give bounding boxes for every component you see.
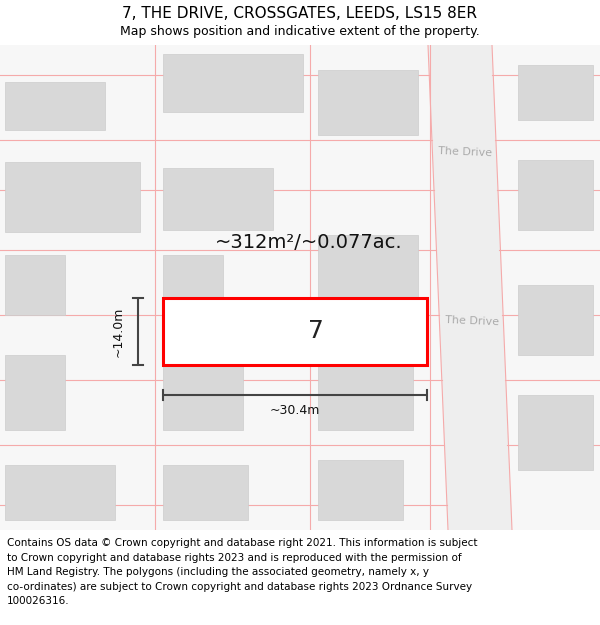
Bar <box>5 82 105 130</box>
Bar <box>163 298 427 365</box>
Bar <box>163 465 248 520</box>
Text: to Crown copyright and database rights 2023 and is reproduced with the permissio: to Crown copyright and database rights 2… <box>7 552 462 562</box>
Bar <box>5 255 65 315</box>
Bar <box>318 350 413 430</box>
Bar <box>318 70 418 135</box>
Text: co-ordinates) are subject to Crown copyright and database rights 2023 Ordnance S: co-ordinates) are subject to Crown copyr… <box>7 582 472 592</box>
Bar <box>163 360 243 430</box>
Text: ~30.4m: ~30.4m <box>270 404 320 418</box>
Text: 100026316.: 100026316. <box>7 596 70 606</box>
Bar <box>518 285 593 355</box>
Bar <box>5 162 140 232</box>
Bar <box>518 65 593 120</box>
Bar <box>518 160 593 230</box>
Bar <box>5 465 115 520</box>
Bar <box>163 255 223 315</box>
Bar <box>318 235 418 315</box>
Bar <box>163 168 273 230</box>
Bar <box>163 54 303 112</box>
Polygon shape <box>428 45 512 530</box>
Bar <box>518 395 593 470</box>
Text: Contains OS data © Crown copyright and database right 2021. This information is : Contains OS data © Crown copyright and d… <box>7 538 478 548</box>
Text: Map shows position and indicative extent of the property.: Map shows position and indicative extent… <box>120 24 480 38</box>
Bar <box>318 460 403 520</box>
Text: 7, THE DRIVE, CROSSGATES, LEEDS, LS15 8ER: 7, THE DRIVE, CROSSGATES, LEEDS, LS15 8E… <box>122 6 478 21</box>
Text: ~312m²/~0.077ac.: ~312m²/~0.077ac. <box>214 234 402 253</box>
Text: The Drive: The Drive <box>438 146 492 158</box>
Text: The Drive: The Drive <box>445 316 499 328</box>
Text: 7: 7 <box>308 319 324 344</box>
Text: HM Land Registry. The polygons (including the associated geometry, namely x, y: HM Land Registry. The polygons (includin… <box>7 568 429 578</box>
Text: ~14.0m: ~14.0m <box>112 306 125 357</box>
Bar <box>5 355 65 430</box>
